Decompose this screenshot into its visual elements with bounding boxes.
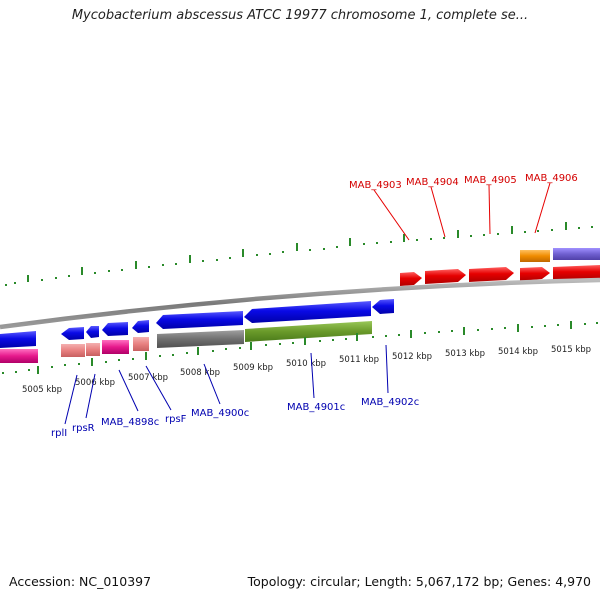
gene-left-edge-arrow: [0, 331, 36, 348]
lower-tick-track: [2, 321, 598, 374]
gene-mab-4905-arrow: [469, 267, 514, 282]
gene-label-mab-4898c: MAB_4898c: [101, 417, 159, 428]
reverse-strand-genes: [0, 299, 394, 348]
gene-label-mab-4903: MAB_4903: [349, 180, 402, 191]
upper-gene-labels[interactable]: [373, 182, 551, 241]
topology-summary: Topology: circular; Length: 5,067,172 bp…: [247, 574, 591, 589]
kbp-label-5009: 5009 kbp: [233, 363, 273, 373]
pink-feature-mab-4898c: [102, 340, 129, 354]
salmon-feature-rpsr: [86, 343, 100, 356]
upper-tick-track: [5, 222, 593, 286]
kbp-label-5008: 5008 kbp: [180, 368, 220, 378]
lower-gene-label-texts[interactable]: rplI rpsR MAB_4898c rpsF MAB_4900c MAB_4…: [51, 397, 419, 439]
salmon-feature-rpli: [61, 344, 85, 357]
kbp-label-5012: 5012 kbp: [392, 352, 432, 362]
gene-label-mab-4900c: MAB_4900c: [191, 408, 249, 419]
gene-label-rpsf: rpsF: [165, 414, 187, 425]
salmon-feature-rpsf: [133, 337, 149, 351]
kbp-label-5005: 5005 kbp: [22, 385, 62, 395]
kbp-scale-labels: 5005 kbp 5006 kbp 5007 kbp 5008 kbp 5009…: [22, 345, 591, 395]
gene-label-mab-4901c: MAB_4901c: [287, 402, 345, 413]
chromosome-backbone: [0, 277, 600, 330]
lower-gene-leaders: [64, 344, 389, 425]
gene-label-mab-4902c: MAB_4902c: [361, 397, 419, 408]
gene-mab-4902c-arrow: [372, 299, 394, 314]
upper-gene-label-texts[interactable]: MAB_4903 MAB_4904 MAB_4905 MAB_4906: [349, 173, 578, 191]
kbp-label-5015: 5015 kbp: [551, 345, 591, 355]
gene-label-rpsr: rpsR: [72, 423, 95, 434]
gene-mab-4904-arrow: [425, 269, 466, 284]
kbp-label-5006: 5006 kbp: [75, 378, 115, 388]
gene-rpsr-arrow: [86, 326, 99, 338]
gene-next-arrow: [553, 265, 600, 280]
upper-strand-features: [400, 248, 600, 286]
kbp-label-5007: 5007 kbp: [128, 373, 168, 383]
kbp-label-5010: 5010 kbp: [286, 359, 326, 369]
orange-feature: [520, 250, 550, 262]
gene-label-mab-4906: MAB_4906: [525, 173, 578, 184]
gene-rpli-arrow: [61, 327, 84, 340]
kbp-label-5011: 5011 kbp: [339, 355, 379, 365]
kbp-label-5013: 5013 kbp: [445, 349, 485, 359]
pink-feature: [0, 349, 38, 363]
lower-feature-row: [0, 321, 372, 363]
kbp-label-5014: 5014 kbp: [498, 347, 538, 357]
gene-label-mab-4904: MAB_4904: [406, 177, 459, 188]
olive-feature: [245, 321, 372, 342]
gene-mab-4898c-arrow: [102, 322, 128, 336]
gene-mab-4903-arrow: [400, 272, 422, 286]
purple-feature: [553, 248, 600, 260]
gene-mab-4906-arrow: [520, 267, 550, 281]
gene-rpsf-arrow: [132, 320, 149, 333]
gene-mab-4901c-arrow: [244, 301, 371, 323]
chromosome-title: Mycobacterium abscessus ATCC 19977 chrom…: [71, 8, 529, 23]
gray-feature: [157, 330, 244, 348]
accession-label: Accession: NC_010397: [9, 574, 152, 589]
gene-label-mab-4905: MAB_4905: [464, 175, 517, 186]
gene-label-rpli: rplI: [51, 428, 67, 439]
gene-mab-4900c-arrow: [156, 311, 243, 329]
